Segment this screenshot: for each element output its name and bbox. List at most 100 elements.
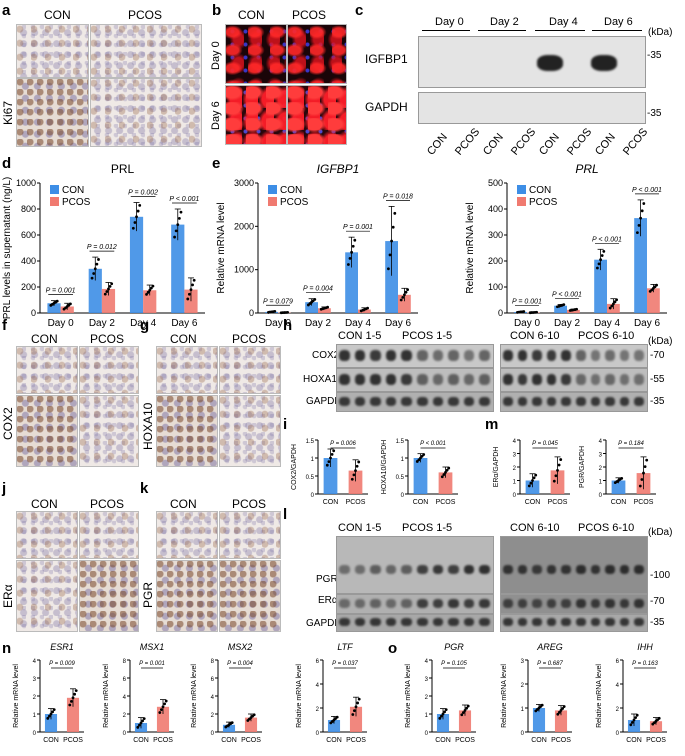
data-point <box>441 712 445 716</box>
data-point <box>355 464 359 468</box>
y-tick-label: 0 <box>249 308 254 318</box>
y-tick-label: 2 <box>616 707 620 713</box>
panel-letter-h: h <box>283 317 293 334</box>
h-gapdh-band <box>354 396 366 406</box>
y-axis-label: Relative mRNA level <box>103 664 110 728</box>
h-hoxa10-band <box>339 373 350 385</box>
y-tick-label: 0 <box>521 731 525 737</box>
panel-letter-f: f <box>2 317 7 334</box>
c-igfbp1-blot <box>418 36 646 88</box>
data-point <box>642 202 646 205</box>
h-group-con15: CON 1-5 <box>338 330 382 342</box>
c-igfbp1-band-day4 <box>537 55 563 71</box>
bar <box>318 308 331 313</box>
data-point <box>440 714 443 718</box>
h-gapdh-band <box>634 396 644 406</box>
panel-letter-j: j <box>2 480 7 497</box>
bar <box>649 721 663 732</box>
data-point <box>138 203 142 207</box>
y-axis-label: PRL levels in supernatant (ng/L) <box>2 177 13 320</box>
data-point <box>353 238 357 242</box>
data-point <box>556 712 560 716</box>
bar <box>348 470 363 494</box>
data-point <box>136 725 140 729</box>
j-con-high-image <box>16 560 78 632</box>
data-point <box>540 703 544 707</box>
x-tick-label: CON <box>323 499 339 506</box>
c-day4: Day 4 <box>549 16 578 28</box>
h-gapdh-band <box>432 396 444 406</box>
data-point <box>330 453 334 456</box>
chart-title: ESR1 <box>50 642 74 652</box>
data-point <box>149 286 153 290</box>
data-point <box>105 290 109 293</box>
y-tick-label: 4 <box>599 439 603 445</box>
a-pcos-label: PCOS <box>128 8 163 22</box>
c-day2-line <box>478 30 526 31</box>
data-point <box>93 267 97 271</box>
y-tick-label: 1 <box>599 480 603 486</box>
y-axis-label: COX2/GAPDH <box>291 444 298 490</box>
y-tick-label: 0 <box>599 493 603 499</box>
data-point <box>462 711 465 714</box>
data-point <box>327 460 331 463</box>
data-point <box>556 468 559 472</box>
data-point <box>92 272 96 275</box>
data-point <box>135 215 138 219</box>
data-point <box>68 703 72 707</box>
c-kda: (kDa) <box>648 27 673 38</box>
p-value: P = 0.009 <box>49 661 75 667</box>
y-tick-label: 0.5 <box>396 475 405 481</box>
h-cox2-band <box>634 349 644 361</box>
c-day6-line <box>592 30 642 31</box>
f-pcos-label: PCOS <box>90 332 125 346</box>
data-point <box>252 713 256 717</box>
j-stain-label: ERα <box>1 584 15 608</box>
h-gapdh-band <box>370 396 381 406</box>
f-con-high-image <box>16 395 78 467</box>
data-point <box>71 696 75 700</box>
bar <box>567 309 580 313</box>
x-tick-label: CON <box>626 737 642 744</box>
k-con-high-image <box>156 560 218 632</box>
data-point <box>142 717 146 721</box>
panel-letter-g: g <box>140 317 150 334</box>
l-pgr-band <box>517 564 528 574</box>
y-axis-label: Relative mRNA level <box>596 664 603 728</box>
chart-title: IHH <box>637 642 653 652</box>
bar <box>143 290 157 313</box>
data-point <box>575 307 578 311</box>
data-point <box>103 292 107 296</box>
data-point <box>192 278 196 282</box>
y-tick-label: 4 <box>123 695 127 701</box>
data-point <box>559 458 563 461</box>
l-pgr-band <box>576 564 586 574</box>
p-value: P = 0.012 <box>87 244 117 251</box>
y-tick-label: 1.5 <box>306 439 315 445</box>
data-point <box>139 721 143 725</box>
y-tick-label: 0 <box>401 493 405 499</box>
l-pgr-band <box>385 564 397 574</box>
x-tick-label: PCOS <box>646 737 666 744</box>
l-pgr-band <box>432 564 444 574</box>
h-group-pcos610: PCOS 6-10 <box>578 330 635 342</box>
data-point <box>107 287 110 291</box>
h-hoxa10-band <box>576 373 586 385</box>
b-pcos-label: PCOS <box>292 8 327 22</box>
x-tick-label: PCOS <box>634 499 654 506</box>
data-point <box>186 297 190 301</box>
h-hoxa10-band <box>605 373 615 385</box>
c-gapdh-blot <box>418 92 646 124</box>
x-tick-label: Day 0 <box>48 318 75 329</box>
y-tick-label: 2 <box>33 695 37 701</box>
data-point <box>600 254 604 257</box>
data-point <box>95 262 99 266</box>
data-point <box>350 477 354 481</box>
chart-title: IGFBP1 <box>317 162 360 176</box>
y-tick-label: 8 <box>211 659 215 665</box>
data-point <box>74 689 78 692</box>
y-tick-label: 500 <box>488 178 503 188</box>
j-pcos-label: PCOS <box>90 497 125 511</box>
data-point <box>148 288 152 292</box>
